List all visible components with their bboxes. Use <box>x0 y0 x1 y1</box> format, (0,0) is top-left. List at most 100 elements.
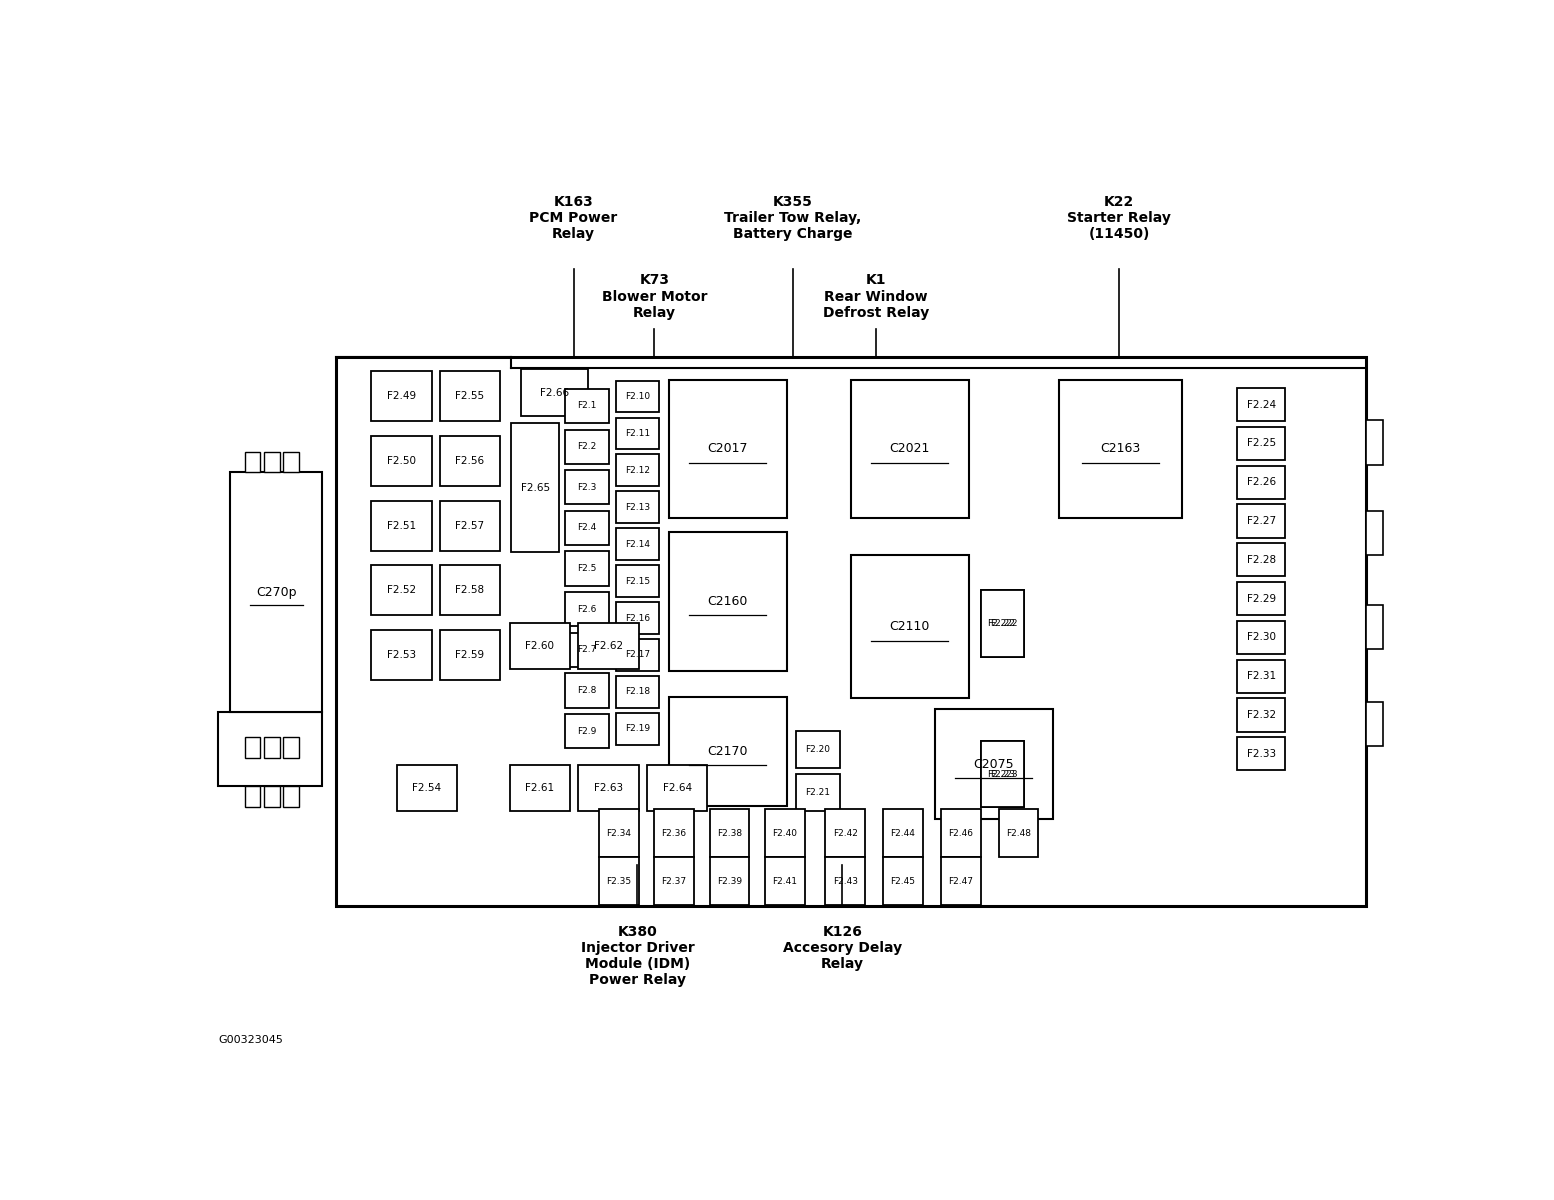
Bar <box>615 455 659 486</box>
Text: F2.28: F2.28 <box>1246 554 1276 565</box>
Bar <box>510 623 570 668</box>
Bar <box>598 857 639 905</box>
Text: F2.66: F2.66 <box>539 388 569 397</box>
Text: C2017: C2017 <box>707 443 747 456</box>
Bar <box>1237 504 1285 538</box>
Text: K126
Accesory Delay
Relay: K126 Accesory Delay Relay <box>783 925 901 971</box>
Bar <box>615 640 659 671</box>
Bar <box>1237 698 1285 732</box>
Text: C2110: C2110 <box>889 620 929 634</box>
Bar <box>511 424 559 552</box>
Text: F2.56: F2.56 <box>455 456 485 466</box>
Text: F2.10: F2.10 <box>625 391 650 401</box>
Bar <box>396 764 457 811</box>
Text: K355
Trailer Tow Relay,
Battery Charge: K355 Trailer Tow Relay, Battery Charge <box>724 194 861 241</box>
Bar <box>246 737 261 757</box>
Text: F2.1: F2.1 <box>577 402 597 410</box>
Bar <box>1366 702 1383 746</box>
Text: F2.11: F2.11 <box>625 428 650 438</box>
Bar <box>566 470 609 504</box>
Text: F2.45: F2.45 <box>890 877 915 886</box>
Text: F2.30: F2.30 <box>1246 632 1276 642</box>
Text: F2.44: F2.44 <box>890 829 915 838</box>
Bar <box>981 740 1024 808</box>
Text: F2.46: F2.46 <box>948 829 973 838</box>
Bar <box>371 500 432 551</box>
Text: F2.50: F2.50 <box>387 456 416 466</box>
Text: F2.64: F2.64 <box>662 784 692 793</box>
Bar <box>615 565 659 596</box>
Bar <box>371 565 432 616</box>
Text: F2.7: F2.7 <box>577 646 597 654</box>
Bar <box>1237 544 1285 576</box>
Bar <box>246 451 261 472</box>
Bar <box>615 418 659 449</box>
Bar <box>1237 737 1285 770</box>
Text: F2.8: F2.8 <box>577 686 597 695</box>
Text: C2160: C2160 <box>707 595 747 608</box>
Bar <box>246 786 261 806</box>
Text: F2.18: F2.18 <box>625 688 650 696</box>
Bar <box>615 492 659 523</box>
Bar <box>283 737 298 757</box>
Bar <box>668 532 786 671</box>
Bar <box>654 857 695 905</box>
Bar <box>371 630 432 680</box>
Bar <box>710 809 749 857</box>
Text: C2075: C2075 <box>974 757 1015 770</box>
Text: F2.60: F2.60 <box>525 641 555 650</box>
Bar <box>1237 660 1285 692</box>
Bar <box>566 511 609 545</box>
Bar <box>797 731 839 768</box>
Bar <box>1366 420 1383 464</box>
Bar <box>230 472 322 713</box>
Bar <box>981 590 1024 656</box>
Bar <box>1366 511 1383 556</box>
Bar <box>981 740 1024 808</box>
Text: F2.58: F2.58 <box>455 586 485 595</box>
Text: F2.12: F2.12 <box>625 466 650 475</box>
Bar <box>566 430 609 463</box>
Bar <box>654 809 695 857</box>
Text: F2.35: F2.35 <box>606 877 631 886</box>
Bar <box>598 809 639 857</box>
Text: F2.24: F2.24 <box>1246 400 1276 409</box>
Text: F2.65: F2.65 <box>521 482 550 493</box>
Bar <box>264 737 280 757</box>
Bar <box>336 356 1366 906</box>
Text: F2.54: F2.54 <box>412 784 441 793</box>
Text: F2.32: F2.32 <box>1246 710 1276 720</box>
Text: F2.62: F2.62 <box>594 641 623 650</box>
Bar <box>283 786 298 806</box>
Bar <box>566 389 609 424</box>
Bar <box>646 764 707 811</box>
Text: F2.42: F2.42 <box>833 829 858 838</box>
Bar <box>883 809 923 857</box>
Bar <box>1366 605 1383 649</box>
Text: F2.53: F2.53 <box>387 650 416 660</box>
Bar <box>566 673 609 708</box>
Text: F2.223: F2.223 <box>987 769 1018 779</box>
Bar <box>440 500 500 551</box>
Text: F2.48: F2.48 <box>1005 829 1032 838</box>
Bar <box>566 552 609 586</box>
Bar <box>1058 379 1181 518</box>
Bar <box>566 632 609 667</box>
Bar <box>1237 388 1285 421</box>
Text: F2.3: F2.3 <box>577 482 597 492</box>
Text: K73
Blower Motor
Relay: K73 Blower Motor Relay <box>601 274 707 319</box>
Text: C270p: C270p <box>256 586 297 599</box>
Bar <box>999 809 1038 857</box>
Text: F2.21: F2.21 <box>805 788 830 797</box>
Bar <box>566 592 609 626</box>
Text: K1
Rear Window
Defrost Relay: K1 Rear Window Defrost Relay <box>822 274 929 319</box>
Text: F2.39: F2.39 <box>716 877 743 886</box>
Text: F2.22: F2.22 <box>990 619 1015 628</box>
Polygon shape <box>218 713 322 786</box>
Bar <box>615 528 659 559</box>
Text: F2.59: F2.59 <box>455 650 485 660</box>
Bar <box>578 623 639 668</box>
Bar <box>1237 466 1285 499</box>
Bar <box>578 764 639 811</box>
Bar <box>264 786 280 806</box>
